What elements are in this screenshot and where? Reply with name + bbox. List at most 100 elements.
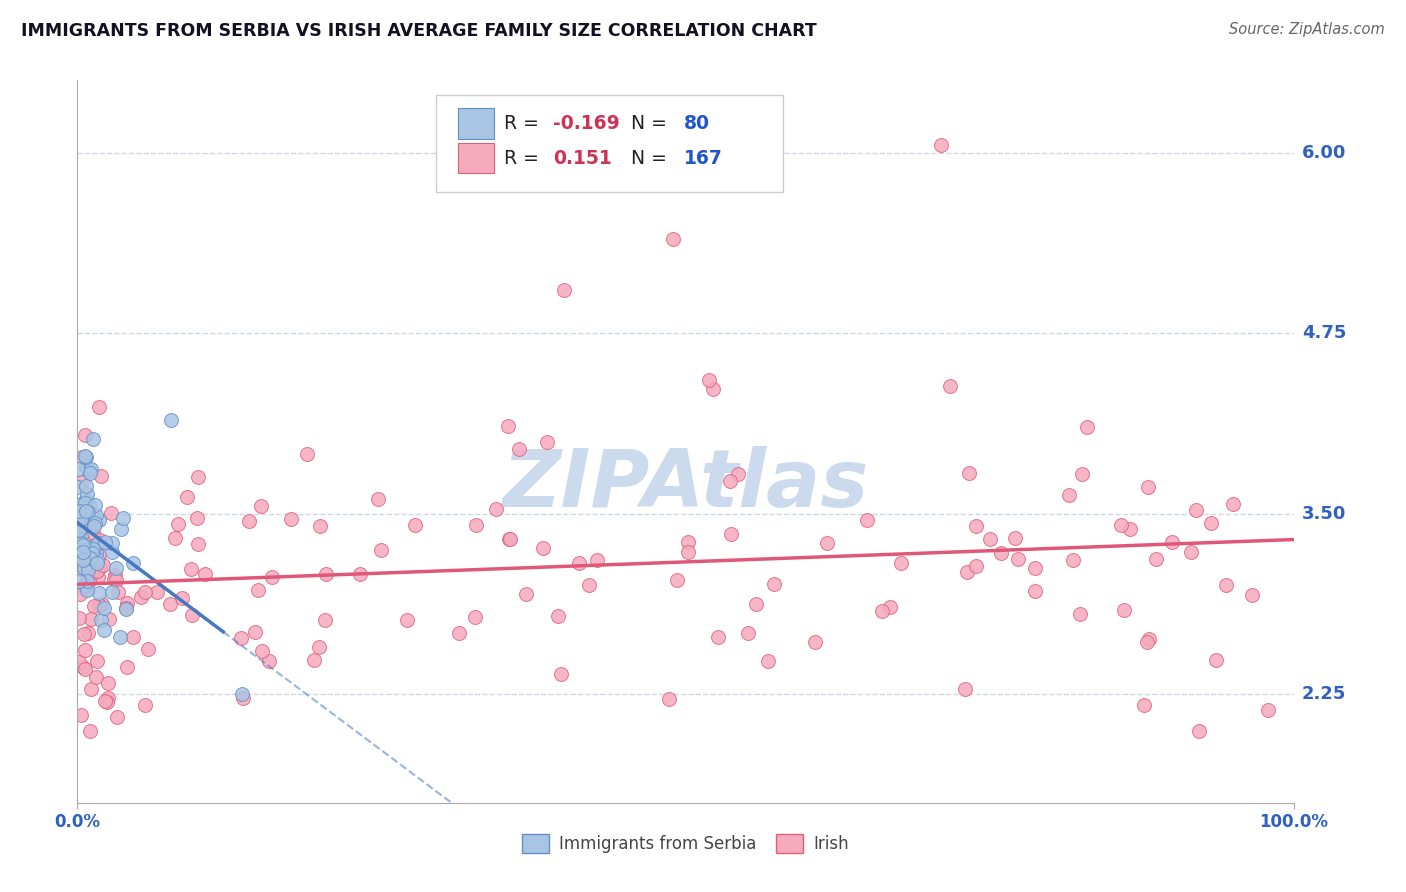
Point [464, 518, 486, 533]
Point [676, 544, 699, 558]
Point [160, 413, 183, 427]
Point [80, 462, 103, 476]
Point [69, 535, 91, 549]
Point [104, 567, 127, 582]
Point [67, 503, 90, 517]
Point [956, 565, 979, 579]
Point [75, 577, 97, 591]
Point [79, 574, 101, 589]
Point [79, 541, 101, 556]
Point [80, 681, 103, 696]
Point [758, 654, 780, 668]
Point [73, 506, 96, 520]
Point [172, 591, 194, 605]
Point [1144, 552, 1167, 566]
Point [231, 688, 253, 702]
Point [72, 501, 94, 516]
Point [720, 475, 742, 489]
Point [404, 518, 426, 533]
Point [75, 496, 97, 510]
Point [75, 449, 97, 463]
Point [93, 623, 115, 637]
Point [658, 691, 681, 706]
Point [314, 613, 336, 627]
Point [547, 609, 569, 624]
Point [111, 510, 134, 524]
Point [83, 539, 105, 553]
Point [585, 552, 607, 566]
Point [75, 552, 97, 566]
Point [578, 577, 600, 591]
Point [484, 502, 506, 516]
Point [86, 556, 108, 570]
Point [1188, 723, 1211, 738]
Point [77, 556, 100, 570]
Point [86, 570, 108, 584]
Text: IMMIGRANTS FROM SERBIA VS IRISH AVERAGE FAMILY SIZE CORRELATION CHART: IMMIGRANTS FROM SERBIA VS IRISH AVERAGE … [21, 22, 817, 40]
Point [498, 532, 520, 546]
Point [879, 600, 901, 615]
Point [79, 723, 101, 738]
Point [69, 562, 91, 576]
Point [105, 710, 128, 724]
Point [72, 533, 94, 548]
Point [302, 653, 325, 667]
Point [146, 585, 169, 599]
Point [89, 533, 111, 547]
Point [67, 528, 90, 542]
Point [979, 532, 1001, 546]
Text: 6.00: 6.00 [1302, 144, 1346, 161]
Point [77, 464, 100, 478]
Point [69, 529, 91, 543]
Point [1222, 497, 1244, 511]
Point [73, 428, 96, 442]
Point [1062, 553, 1084, 567]
Point [70, 450, 93, 464]
Point [70, 512, 93, 526]
Point [69, 587, 91, 601]
Point [115, 601, 138, 615]
Text: 4.75: 4.75 [1302, 324, 1346, 343]
Point [67, 545, 90, 559]
Point [939, 379, 962, 393]
Point [82, 433, 104, 447]
Point [1241, 588, 1264, 602]
Point [79, 550, 101, 565]
Text: -0.169: -0.169 [553, 114, 620, 133]
Point [70, 508, 93, 522]
Point [1109, 517, 1132, 532]
Point [367, 492, 389, 507]
Point [86, 670, 108, 684]
Point [104, 573, 127, 587]
Point [370, 543, 392, 558]
Point [86, 654, 108, 668]
Point [76, 509, 98, 524]
Point [72, 660, 94, 674]
Point [72, 538, 94, 552]
Text: N =: N = [619, 114, 672, 133]
Point [231, 631, 253, 645]
Point [96, 695, 118, 709]
Point [110, 522, 132, 536]
Point [101, 536, 124, 550]
Point [77, 563, 100, 577]
Point [1136, 635, 1159, 649]
Point [79, 571, 101, 585]
Point [75, 661, 97, 675]
Point [66, 462, 89, 476]
Point [309, 519, 332, 533]
Point [804, 634, 827, 648]
Point [75, 479, 97, 493]
Point [666, 573, 689, 587]
Point [84, 498, 107, 512]
Point [349, 567, 371, 582]
Point [97, 690, 120, 705]
Point [1024, 584, 1046, 599]
Point [252, 643, 274, 657]
Text: R =: R = [505, 149, 546, 168]
Point [94, 535, 117, 549]
Point [568, 556, 591, 570]
Point [90, 598, 112, 612]
Point [67, 523, 90, 537]
Point [115, 602, 138, 616]
